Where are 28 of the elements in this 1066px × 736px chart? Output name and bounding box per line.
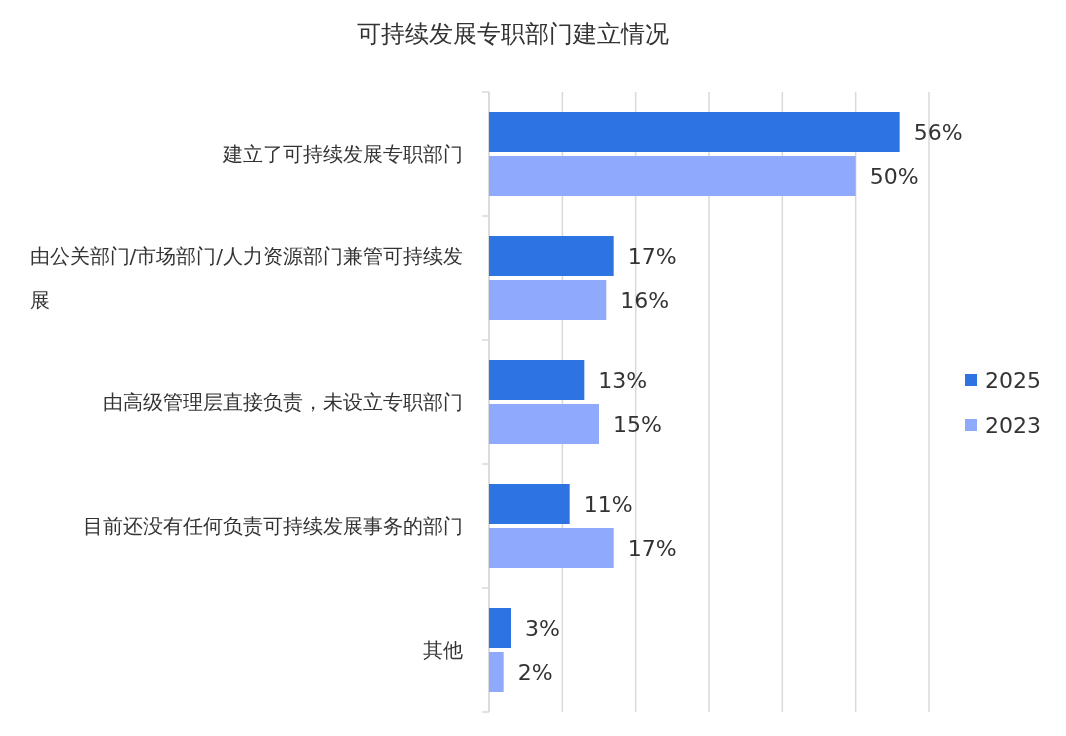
data-label: 56% <box>913 120 963 145</box>
bar <box>489 156 856 196</box>
bar <box>489 608 511 648</box>
data-label: 17% <box>627 536 677 561</box>
bar <box>489 236 614 276</box>
bar <box>489 528 614 568</box>
data-label: 3% <box>525 616 560 641</box>
bar <box>489 360 585 400</box>
y-tick-label: 由公关部门/市场部门/人力资源部门兼管可持续发展 <box>29 244 463 312</box>
data-label: 15% <box>613 412 662 437</box>
y-tick-label: 其他 <box>423 638 463 662</box>
data-label: 13% <box>598 368 648 393</box>
data-label: 11% <box>583 492 633 517</box>
chart-title: 可持续发展专职部门建立情况 <box>357 20 669 48</box>
data-label: 16% <box>620 288 670 313</box>
data-label: 2% <box>517 660 553 685</box>
y-tick-label: 由高级管理层直接负责，未设立专职部门 <box>103 390 463 414</box>
bar <box>489 652 504 692</box>
bar <box>489 484 570 524</box>
y-tick-label: 建立了可持续发展专职部门 <box>222 142 463 166</box>
bar <box>489 404 599 444</box>
data-label: 17% <box>627 244 677 269</box>
legend-label: 2025 <box>985 368 1041 393</box>
y-tick-label: 目前还没有任何负责可持续发展事务的部门 <box>83 514 463 538</box>
bar <box>489 280 607 320</box>
data-label: 50% <box>869 164 919 189</box>
bar <box>489 112 900 152</box>
legend-label: 2023 <box>985 413 1041 438</box>
